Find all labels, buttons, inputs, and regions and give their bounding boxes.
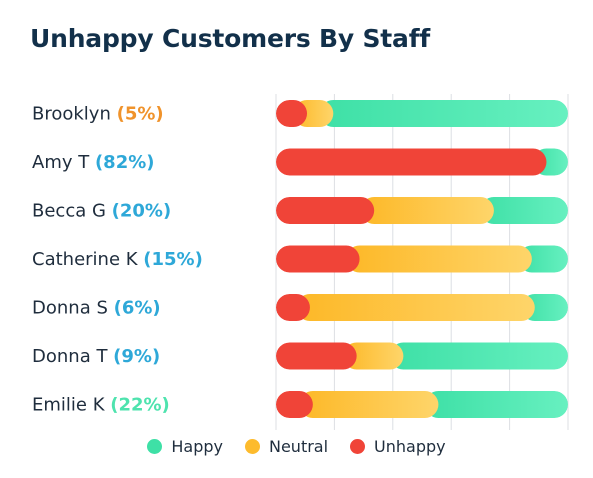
category-label: Donna S (6%) [32, 298, 161, 319]
bar-row [276, 342, 568, 370]
bar-segment-unhappy [276, 294, 310, 321]
bar-segment-unhappy [276, 148, 547, 176]
legend: Happy Neutral Unhappy [0, 437, 593, 456]
legend-label: Neutral [268, 437, 329, 456]
category-percent: (9%) [113, 346, 160, 367]
bar-segment-happy [424, 391, 568, 418]
bar-row [276, 391, 568, 418]
category-label: Catherine K (15%) [32, 249, 203, 270]
category-label: Emilie K (22%) [32, 395, 170, 416]
bar-row [276, 100, 568, 127]
bar-row [276, 294, 568, 321]
bar-segment-neutral [296, 294, 535, 321]
category-percent: (22%) [110, 395, 170, 416]
category-percent: (20%) [112, 201, 172, 222]
bar-segment-unhappy [276, 342, 357, 370]
category-label: Amy T (82%) [32, 152, 155, 173]
bar-segment-neutral [360, 197, 494, 224]
stacked-bar-chart: Brooklyn (5%) Amy T (82%) Becca G (20%) Cat… [32, 94, 569, 430]
bar-segment-unhappy [276, 391, 313, 418]
category-label: Becca G (20%) [32, 201, 171, 222]
bar-segment-neutral [299, 391, 439, 418]
legend-dot [147, 439, 163, 454]
category-percent: (15%) [143, 249, 203, 270]
legend-item-happy: Happy [147, 437, 223, 456]
bar-segment-unhappy [276, 100, 308, 127]
bar-segment-happy [480, 197, 568, 224]
bar-segment-unhappy [276, 245, 360, 273]
bar-row [276, 197, 568, 224]
bar-segment-neutral [343, 342, 404, 370]
bar-segment-happy [389, 342, 568, 370]
category-percent: (5%) [117, 104, 164, 125]
bar-row [276, 245, 568, 273]
legend-dot [350, 439, 366, 454]
bar-row [276, 148, 568, 176]
chart-title: Unhappy Customers By Staff [30, 24, 431, 53]
legend-label: Unhappy [374, 437, 446, 456]
category-percent: (6%) [114, 298, 161, 319]
bar-segment-happy [518, 245, 568, 273]
category-label: Brooklyn (5%) [32, 104, 164, 125]
legend-dot [244, 439, 260, 454]
legend-item-neutral: Neutral [244, 437, 329, 456]
category-percent: (82%) [95, 152, 155, 173]
bar-segment-neutral [346, 245, 532, 273]
category-label: Donna T (9%) [32, 346, 160, 367]
bars [276, 100, 568, 418]
category-labels: Brooklyn (5%) Amy T (82%) Becca G (20%) Cat… [32, 104, 203, 416]
bar-segment-happy [319, 100, 568, 127]
legend-label: Happy [171, 437, 223, 456]
legend-item-unhappy: Unhappy [350, 437, 446, 456]
bar-segment-unhappy [276, 197, 375, 224]
